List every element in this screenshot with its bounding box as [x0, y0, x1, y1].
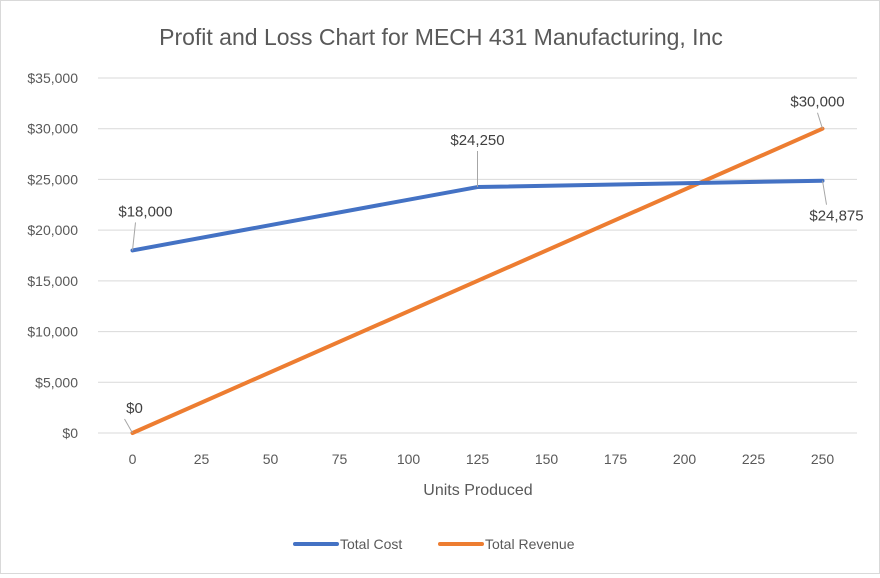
data-label: $30,000 — [790, 94, 844, 111]
y-tick-label: $25,000 — [27, 171, 78, 187]
y-tick-label: $30,000 — [27, 121, 78, 137]
x-tick-labels: 0 25 50 75 100 125 150 175 200 225 250 — [129, 451, 835, 467]
x-tick-label: 250 — [811, 451, 835, 467]
x-tick-label: 25 — [194, 451, 210, 467]
chart-title: Profit and Loss Chart for MECH 431 Manuf… — [159, 24, 723, 50]
legend: Total Cost Total Revenue — [293, 536, 575, 552]
x-tick-label: 225 — [742, 451, 766, 467]
x-tick-label: 50 — [263, 451, 279, 467]
y-tick-label: $10,000 — [27, 324, 78, 340]
y-tick-label: $20,000 — [27, 222, 78, 238]
y-tick-label: $0 — [62, 425, 78, 441]
legend-label: Total Cost — [340, 536, 402, 552]
x-tick-label: 100 — [397, 451, 421, 467]
data-label: $18,000 — [118, 203, 172, 220]
x-tick-label: 175 — [604, 451, 628, 467]
x-tick-label: 125 — [466, 451, 490, 467]
y-tick-label: $35,000 — [27, 70, 78, 86]
data-label: $24,875 — [809, 208, 863, 225]
data-label-leader — [132, 222, 136, 251]
x-tick-label: 75 — [332, 451, 348, 467]
x-tick-label: 0 — [129, 451, 137, 467]
data-label-leader — [124, 418, 133, 434]
legend-label: Total Revenue — [485, 536, 575, 552]
y-tick-labels: $0 $5,000 $10,000 $15,000 $20,000 $25,000 $30,… — [27, 70, 78, 441]
data-labels: $18,000 $24,250 $24,875 $0 $30,000 — [118, 94, 864, 434]
x-tick-label: 150 — [535, 451, 559, 467]
series-line-total-revenue — [130, 126, 825, 435]
data-label: $0 — [126, 400, 143, 417]
data-label: $24,250 — [450, 132, 504, 149]
data-label-leader — [822, 180, 827, 205]
y-tick-label: $5,000 — [35, 374, 78, 390]
x-tick-label: 200 — [673, 451, 697, 467]
x-axis-label: Units Produced — [423, 482, 532, 499]
series-line-total-cost — [130, 178, 825, 253]
data-label-leader — [817, 112, 823, 129]
y-tick-label: $15,000 — [27, 273, 78, 289]
